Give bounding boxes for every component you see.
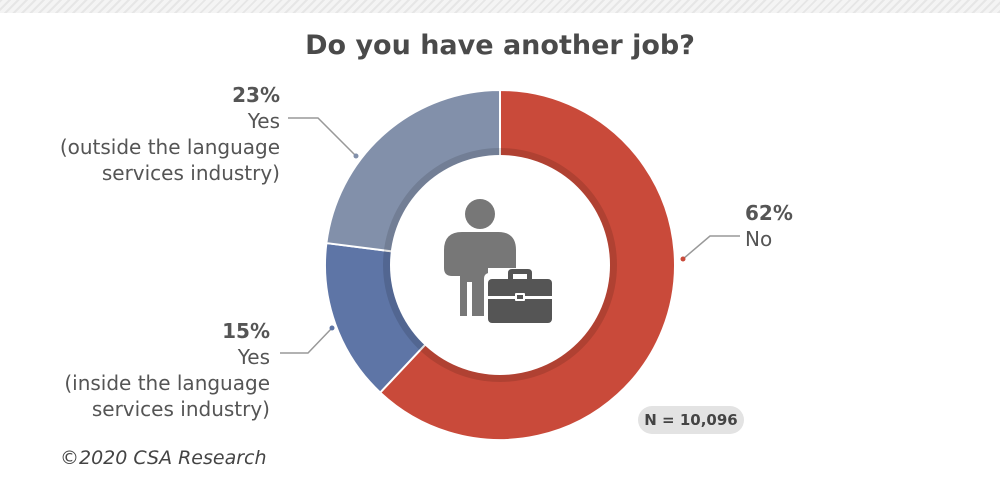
leader-line-inside [280, 327, 333, 354]
slice-text-outside-3: services industry) [101, 161, 280, 185]
slice-label-no: 62% No [745, 200, 793, 252]
slice-pct-no: 62% [745, 201, 793, 225]
copyright: ©2020 CSA Research [60, 447, 267, 469]
slice-label-outside: 23% Yes (outside the language services i… [60, 82, 280, 186]
slice-text-inside-2: (inside the language [64, 371, 270, 395]
slice-text-outside-1: Yes [247, 109, 280, 133]
leader-line-outside [288, 117, 357, 157]
slice-text-inside-1: Yes [237, 345, 270, 369]
person-with-briefcase-icon [444, 199, 556, 327]
leader-dot-outside [353, 153, 359, 159]
header-stripe [0, 0, 1000, 13]
slice-label-inside: 15% Yes (inside the language services in… [64, 318, 270, 422]
slice-text-inside-3: services industry) [91, 397, 270, 421]
slice-text-outside-2: (outside the language [59, 135, 280, 159]
slice-text-no-1: No [745, 227, 773, 251]
sample-size-badge: N = 10,096 [638, 406, 744, 434]
slice-pct-inside: 15% [222, 319, 270, 343]
chart-title: Do you have another job? [305, 30, 695, 61]
leader-line-no [682, 235, 740, 260]
leader-dot-inside [329, 325, 335, 331]
slice-pct-outside: 23% [232, 83, 280, 107]
leader-dot-no [680, 256, 686, 262]
